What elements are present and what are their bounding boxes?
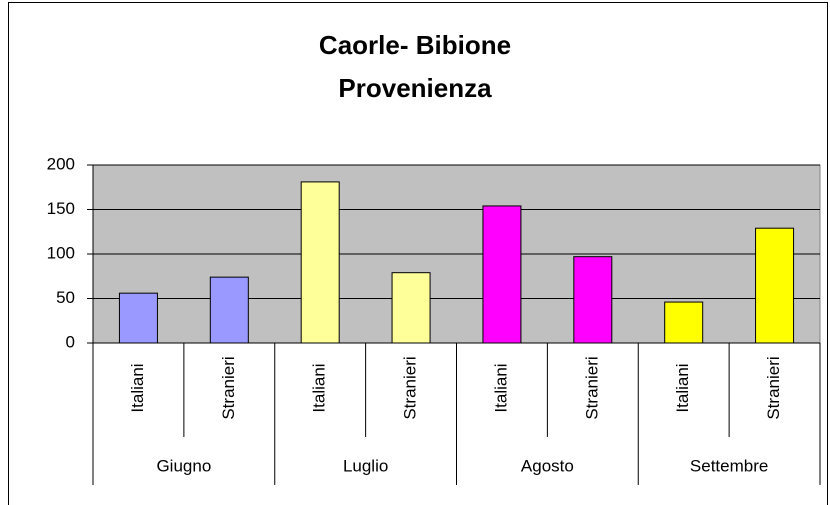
group-label: Giugno	[156, 456, 211, 475]
group-label: Settembre	[690, 456, 768, 475]
y-tick-label: 150	[47, 199, 75, 218]
x-tick-label: Italiani	[491, 363, 510, 412]
bar	[118, 292, 158, 344]
bar	[573, 256, 613, 344]
x-tick-label: Italiani	[310, 363, 329, 412]
bar	[209, 276, 249, 344]
bar	[664, 301, 704, 344]
group-label: Luglio	[343, 456, 388, 475]
x-tick-label: Stranieri	[401, 356, 420, 419]
y-tick-label: 50	[56, 288, 75, 307]
y-tick-label: 0	[66, 332, 75, 351]
chart-title: Provenienza	[338, 73, 492, 103]
x-tick-label: Stranieri	[582, 356, 601, 419]
bar	[300, 181, 340, 344]
bar	[391, 272, 431, 344]
x-tick-label: Stranieri	[219, 356, 238, 419]
x-tick-label: Italiani	[128, 363, 147, 412]
y-tick-label: 200	[47, 154, 75, 173]
bar	[482, 205, 522, 344]
group-label: Agosto	[521, 456, 574, 475]
bar	[755, 227, 795, 344]
y-tick-label: 100	[47, 243, 75, 262]
x-tick-label: Stranieri	[764, 356, 783, 419]
x-tick-label: Italiani	[673, 363, 692, 412]
chart-title: Caorle- Bibione	[319, 30, 511, 60]
